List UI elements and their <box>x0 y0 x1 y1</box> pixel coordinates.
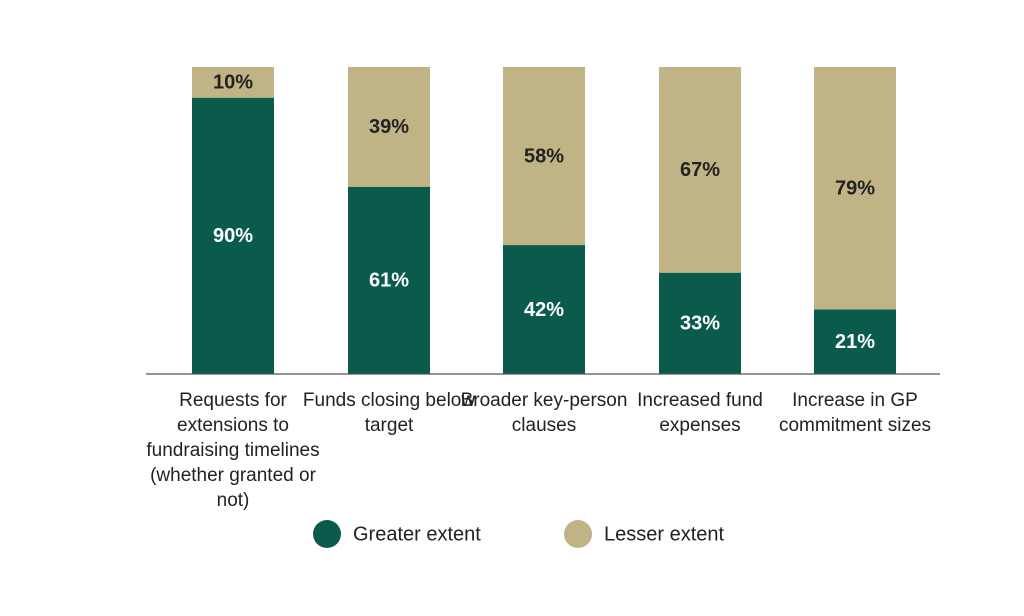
bar-segment <box>659 272 741 374</box>
value-label: 39% <box>369 116 409 138</box>
x-tick-label: Increased fund expenses <box>637 390 763 436</box>
value-label: 42% <box>524 299 564 321</box>
bar-segment <box>814 309 896 374</box>
value-label: 21% <box>835 331 875 353</box>
value-label: 79% <box>835 178 875 200</box>
bar-segment <box>503 67 585 246</box>
bar-segment <box>192 97 274 374</box>
value-label: 58% <box>524 145 564 167</box>
x-tick-label: Broader key-person clauses <box>460 390 628 436</box>
value-label: 61% <box>369 270 409 292</box>
legend-marker <box>313 520 341 548</box>
value-label: 10% <box>213 72 253 94</box>
value-label: 33% <box>680 313 720 335</box>
bar-segment <box>348 67 430 187</box>
value-label: 67% <box>680 159 720 181</box>
x-tick-label: Requests for extensions to fundraising t… <box>146 390 320 511</box>
bar-segment <box>503 245 585 374</box>
bar-segment <box>348 186 430 374</box>
legend-label: Greater extent <box>353 523 481 545</box>
bar-segment <box>814 67 896 310</box>
legend-label: Lesser extent <box>604 523 725 545</box>
x-tick-label: Funds closing below target <box>302 390 476 436</box>
value-label: 90% <box>213 225 253 247</box>
x-tick-label: Increase in GP commitment sizes <box>778 390 932 436</box>
bar-segment <box>659 67 741 273</box>
bar-segment <box>192 67 274 98</box>
legend-marker <box>564 520 592 548</box>
